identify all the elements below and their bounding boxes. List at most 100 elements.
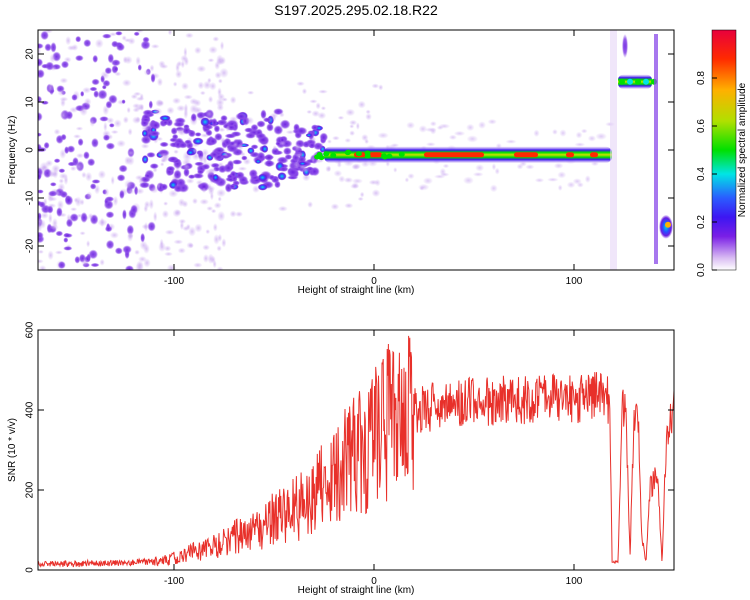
- noise-blob: [44, 43, 52, 52]
- noise-blob: [102, 33, 112, 39]
- noise-blob: [109, 231, 119, 239]
- faint-blob: [559, 129, 567, 137]
- noise-blob: [65, 110, 74, 120]
- faint-blob: [505, 139, 517, 144]
- streak: [654, 34, 658, 264]
- noise-blob: [119, 189, 125, 200]
- faint-blob: [149, 186, 159, 194]
- faint-blob: [210, 208, 217, 214]
- noise-blob: [60, 190, 68, 199]
- faint-blob: [247, 90, 255, 95]
- noise-blob: [59, 96, 69, 102]
- colorbar-tick-label: 0.2: [696, 215, 707, 229]
- faint-blob: [318, 89, 328, 94]
- snr-series-line: [38, 335, 674, 568]
- faint-blob: [138, 177, 145, 185]
- cluster-blob: [141, 155, 149, 164]
- noise-blob: [38, 69, 45, 79]
- cluster-blob: [313, 142, 324, 151]
- noise-blob: [176, 104, 186, 112]
- noise-blob: [40, 30, 49, 41]
- noise-blob: [205, 229, 211, 235]
- noise-blob: [148, 100, 153, 110]
- noise-blob: [102, 134, 111, 141]
- faint-blob: [359, 191, 365, 198]
- noise-blob: [159, 238, 164, 249]
- faint-blob: [156, 182, 161, 190]
- peak-segment: [424, 152, 484, 158]
- noise-blob: [122, 56, 128, 64]
- cluster-blob: [250, 123, 259, 132]
- peak-segment: [374, 152, 378, 158]
- noise-blob: [97, 170, 107, 179]
- noise-blob: [63, 246, 73, 251]
- cluster-blob: [200, 117, 211, 127]
- noise-blob: [207, 58, 215, 63]
- faint-blob: [453, 130, 466, 137]
- noise-blob: [140, 143, 150, 149]
- noise-blob: [183, 108, 189, 120]
- noise-blob: [212, 223, 218, 232]
- faint-blob: [279, 140, 286, 146]
- noise-blob: [81, 258, 89, 267]
- cluster-blob: [141, 129, 148, 138]
- noise-blob: [55, 230, 64, 237]
- cluster-blob: [319, 132, 329, 142]
- faint-blob: [429, 127, 437, 135]
- faint-blob: [220, 137, 226, 144]
- cluster-blob: [173, 169, 182, 180]
- faint-blob: [229, 210, 237, 218]
- colorbar: 0.0 0.2 0.4 0.6 0.8 Normalized spectral ampl…: [696, 29, 748, 277]
- noise-blob: [106, 117, 115, 124]
- noise-blob: [124, 265, 135, 270]
- noise-blob: [43, 141, 50, 149]
- faint-blob: [155, 99, 165, 108]
- cluster-blob: [167, 156, 179, 163]
- noise-blob: [126, 231, 134, 242]
- noise-blob: [177, 247, 186, 254]
- y-tick-label: 10: [25, 96, 36, 108]
- noise-blob: [94, 38, 104, 49]
- cluster-blob: [257, 183, 268, 191]
- noise-blob: [216, 54, 224, 65]
- faint-blob: [466, 135, 479, 143]
- noise-blob: [178, 198, 186, 207]
- cluster-blob: [151, 121, 161, 130]
- cluster-blob: [171, 133, 179, 140]
- noise-blob: [73, 134, 81, 139]
- chart-title: S197.2025.295.02.18.R22: [274, 2, 438, 18]
- bright-blob: [381, 154, 388, 160]
- noise-blob: [99, 217, 105, 228]
- faint-blob: [418, 125, 428, 133]
- noise-blob: [188, 242, 194, 249]
- noise-blob: [89, 117, 96, 128]
- cluster-blob: [140, 135, 152, 145]
- faint-blob: [365, 109, 371, 115]
- faint-blob: [217, 162, 224, 167]
- faint-blob: [425, 142, 436, 147]
- faint-blob: [310, 136, 317, 143]
- noise-blob: [173, 239, 184, 245]
- colorbar-label: Normalized spectral amplitude: [737, 82, 748, 217]
- faint-blob: [429, 121, 437, 127]
- noise-blob: [194, 46, 202, 55]
- faint-blob: [155, 136, 164, 142]
- noise-blob: [38, 259, 44, 264]
- faint-blob: [584, 175, 591, 183]
- cluster-blob: [271, 176, 280, 184]
- snr-axes: -100 0 100 0 200 400 600: [25, 321, 674, 587]
- noise-blob: [143, 68, 152, 77]
- faint-blob: [269, 112, 279, 119]
- cluster-blob: [208, 137, 218, 146]
- noise-blob: [192, 197, 198, 205]
- cluster-blob: [282, 147, 292, 156]
- noise-blob: [105, 142, 116, 150]
- faint-blob: [344, 138, 352, 143]
- noise-blob: [137, 64, 142, 71]
- noise-blob: [38, 231, 44, 239]
- noise-blob: [48, 213, 53, 224]
- cluster-blob: [223, 137, 232, 147]
- faint-blob: [240, 151, 246, 157]
- cluster-blob: [266, 123, 274, 132]
